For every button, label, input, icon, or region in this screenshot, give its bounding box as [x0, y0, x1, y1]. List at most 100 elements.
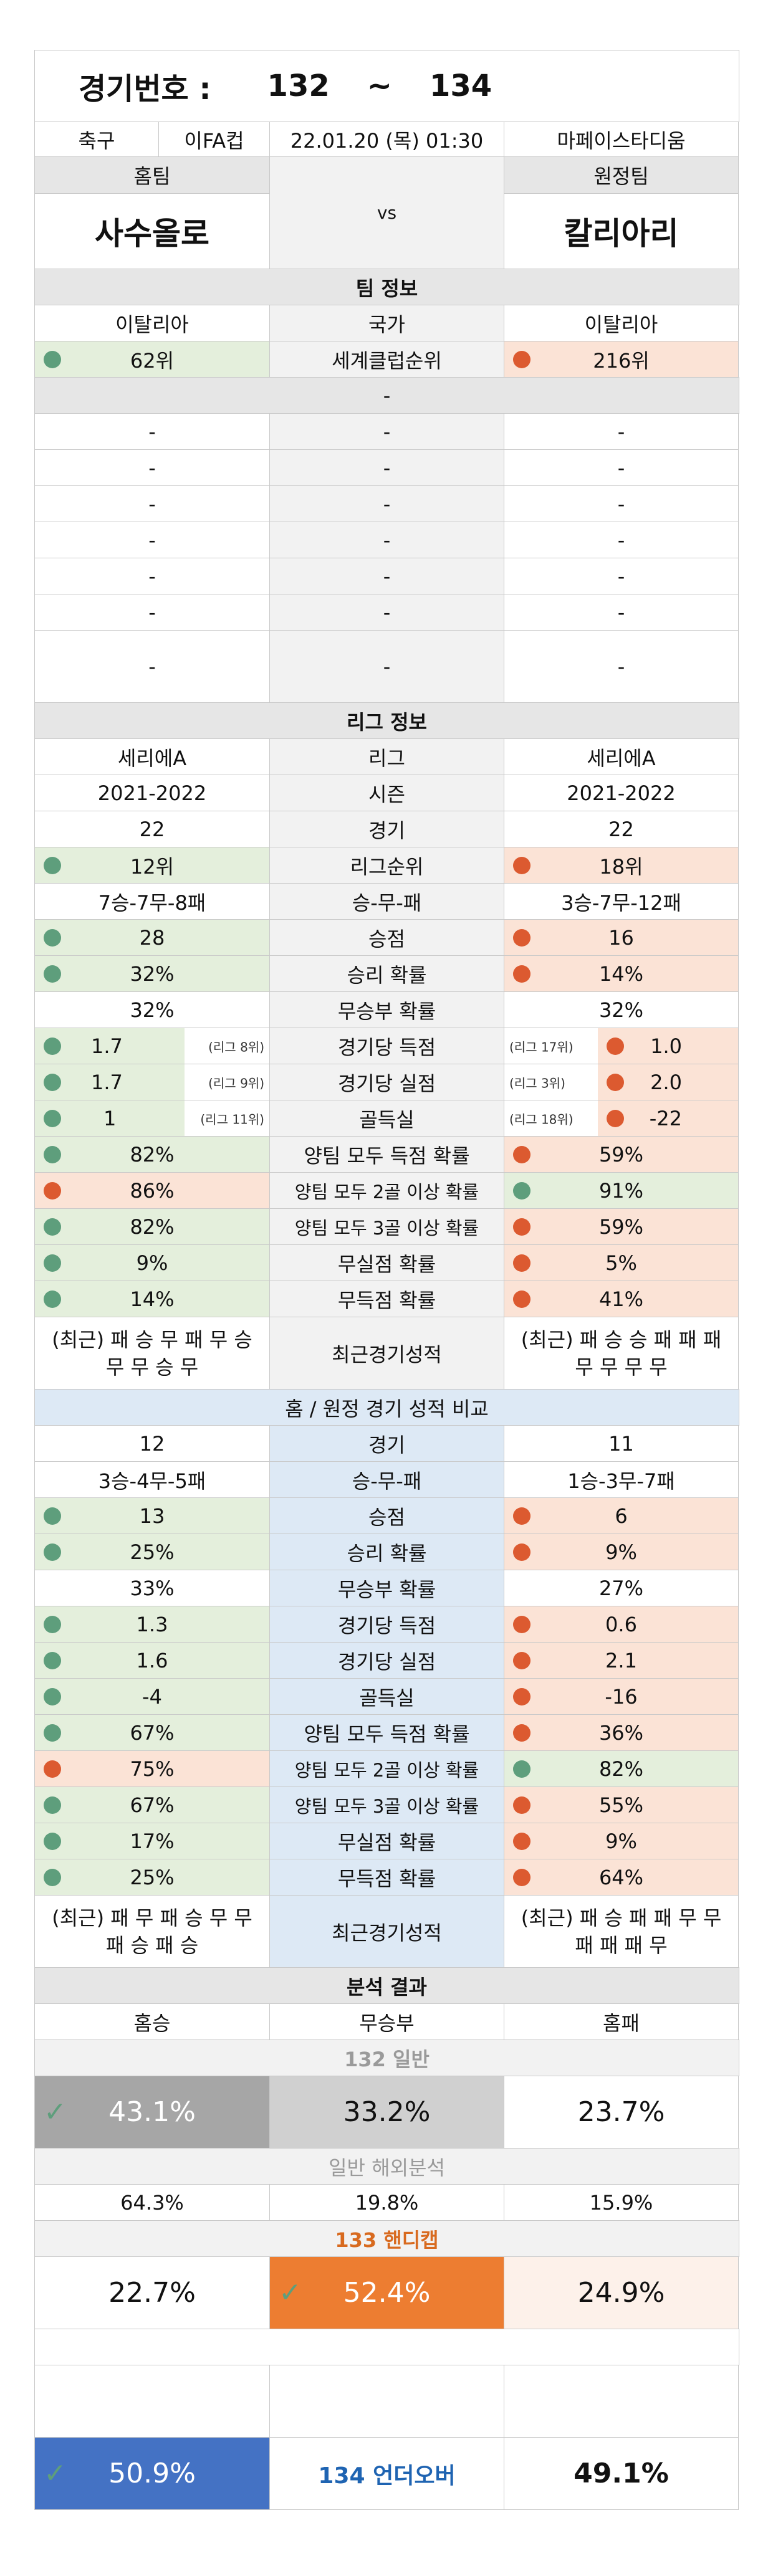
match-number-label: 경기번호 :	[79, 72, 211, 107]
home-btts3: 82%	[34, 1208, 270, 1245]
home-goal-diff: 1 (리그 11위)	[34, 1100, 270, 1137]
ha-noscore-label: 무득점 확률	[269, 1859, 504, 1896]
home-gf-league-rank: (리그 8위)	[208, 1039, 264, 1054]
away-btts: 59%	[504, 1136, 739, 1173]
indicator-dot-icon	[607, 1073, 624, 1091]
ha-away-btts3: 55%	[504, 1787, 739, 1823]
home-draw-rate: 32%	[34, 991, 270, 1028]
overseas-title: 일반 해외분석	[34, 2148, 739, 2185]
league-rank-label: 리그순위	[269, 847, 504, 884]
away-club-rank: 216위	[504, 341, 739, 378]
indicator-dot-icon	[513, 1832, 531, 1850]
empty-cell: -	[504, 522, 739, 558]
home-games: 22	[34, 811, 270, 847]
handicap-title: 133 핸디캡	[34, 2220, 739, 2257]
venue-cell: 마페이스타디움	[504, 122, 739, 157]
indicator-dot-icon	[513, 350, 531, 368]
team-info-header: 팀 정보	[34, 269, 739, 305]
home-wdl: 7승-7무-8패	[34, 883, 270, 920]
away-league: 세리에A	[504, 738, 739, 775]
checkmark-icon: ✓	[44, 2457, 67, 2489]
away-team-label: 원정팀	[504, 157, 738, 194]
ha-points-label: 승점	[269, 1497, 504, 1534]
overseas-home-win: 64.3%	[34, 2184, 270, 2221]
team-info-separator: -	[34, 377, 739, 414]
away-country: 이탈리아	[504, 305, 739, 341]
home-recent-form: (최근) 패 승 무 패 무 승 무 무 승 무	[34, 1317, 270, 1390]
empty-cell: -	[34, 630, 270, 703]
away-team-cell: 원정팀 칼리아리	[504, 156, 739, 269]
sport-cell: 축구	[34, 122, 159, 157]
away-win-rate: 14%	[504, 955, 739, 992]
indicator-dot-icon	[513, 1181, 531, 1200]
indicator-dot-icon	[513, 1651, 531, 1669]
away-points: 16	[504, 919, 739, 956]
no-score-label: 무득점 확률	[269, 1281, 504, 1317]
indicator-dot-icon	[44, 1290, 61, 1308]
indicator-dot-icon	[513, 1254, 531, 1272]
empty-cell: -	[269, 522, 504, 558]
ha-recent-label: 최근경기성적	[269, 1895, 504, 1968]
home-season: 2021-2022	[34, 775, 270, 811]
ha-away-wdl: 1승-3무-7패	[504, 1461, 739, 1498]
indicator-dot-icon	[513, 1290, 531, 1308]
indicator-dot-icon	[44, 965, 61, 983]
home-btts2: 86%	[34, 1172, 270, 1209]
match-analysis-sheet: 경기번호 : 132 ~ 134 축구 이FA컵 22.01.20 (목) 01…	[34, 50, 739, 2510]
empty-cell: -	[504, 485, 739, 522]
indicator-dot-icon	[44, 1832, 61, 1850]
indicator-dot-icon	[513, 965, 531, 983]
ha-home-btts2: 75%	[34, 1750, 270, 1787]
home-clean-sheet: 9%	[34, 1244, 270, 1281]
away-goals-against: (리그 3위) 2.0	[504, 1064, 739, 1100]
ha-wdl-label: 승-무-패	[269, 1461, 504, 1498]
homeaway-header: 홈 / 원정 경기 성적 비교	[34, 1389, 739, 1426]
away-goals-for: (리그 17위) 1.0	[504, 1028, 739, 1064]
empty-cell: -	[269, 558, 504, 594]
btts3-label: 양팀 모두 3골 이상 확률	[269, 1208, 504, 1245]
home-btts: 82%	[34, 1136, 270, 1173]
away-btts3: 59%	[504, 1208, 739, 1245]
ha-away-gd: -16	[504, 1678, 739, 1715]
btts2-label: 양팀 모두 2골 이상 확률	[269, 1172, 504, 1209]
spacer-cell	[504, 2365, 739, 2438]
home-gd-league-rank: (리그 11위)	[200, 1112, 264, 1127]
general-draw: 33.2%	[269, 2076, 504, 2149]
home-no-score: 14%	[34, 1281, 270, 1317]
home-country: 이탈리아	[34, 305, 270, 341]
ga-label: 경기당 실점	[269, 1064, 504, 1100]
ha-away-noscore: 64%	[504, 1859, 739, 1896]
league-cup-cell: 이FA컵	[158, 122, 270, 157]
empty-cell: -	[504, 630, 739, 703]
recent-form-label: 최근경기성적	[269, 1317, 504, 1390]
indicator-dot-icon	[44, 1037, 61, 1055]
away-wdl: 3승-7무-12패	[504, 883, 739, 920]
away-gd-league-rank: (리그 18위)	[509, 1112, 574, 1127]
empty-cell: -	[269, 449, 504, 486]
ha-home-draw-rate: 33%	[34, 1570, 270, 1606]
away-team-name: 칼리아리	[564, 216, 679, 252]
col-home-loss: 홈패	[504, 2003, 739, 2040]
spacer-cell	[34, 2365, 270, 2438]
empty-cell: -	[34, 449, 270, 486]
ha-home-recent: (최근) 패 무 패 승 무 무 패 승 패 승	[34, 1895, 270, 1968]
ha-btts-label: 양팀 모두 득점 확률	[269, 1714, 504, 1751]
indicator-dot-icon	[513, 1687, 531, 1705]
indicator-dot-icon	[513, 1218, 531, 1236]
vs-cell: vs	[269, 156, 504, 269]
ha-home-points: 13	[34, 1497, 270, 1534]
empty-cell: -	[269, 594, 504, 631]
ha-home-btts3: 67%	[34, 1787, 270, 1823]
ha-btts2-label: 양팀 모두 2골 이상 확률	[269, 1750, 504, 1787]
ha-away-clean: 9%	[504, 1823, 739, 1859]
col-draw: 무승부	[269, 2003, 504, 2040]
ha-home-btts: 67%	[34, 1714, 270, 1751]
handicap-draw: ✓ 52.4%	[269, 2256, 504, 2329]
general-title: 132 일반	[34, 2039, 739, 2076]
home-points: 28	[34, 919, 270, 956]
ha-away-gf: 0.6	[504, 1606, 739, 1643]
indicator-dot-icon	[513, 1796, 531, 1814]
ha-win-rate-label: 승리 확률	[269, 1534, 504, 1570]
indicator-dot-icon	[607, 1109, 624, 1127]
empty-cell: -	[34, 485, 270, 522]
